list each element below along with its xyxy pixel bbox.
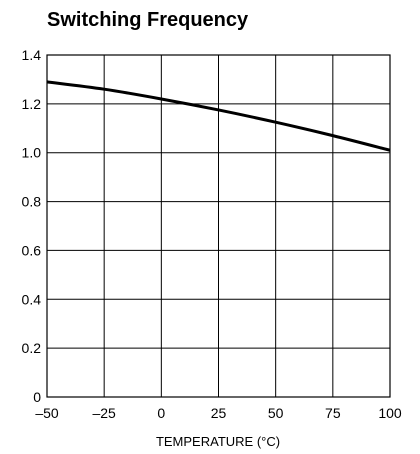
y-tick-label: 0.2 [22,340,42,356]
y-tick-label: 0 [33,389,41,405]
x-tick-label: 25 [211,405,227,421]
y-tick-label: 0.6 [22,242,42,258]
x-tick-label: 75 [325,405,341,421]
series-layer [46,80,391,152]
x-tick-label: –25 [92,405,116,421]
chart-title: Switching Frequency [47,9,249,31]
y-tick-label: 0.8 [22,194,42,210]
grid [46,54,391,398]
series-line-0 [46,80,391,152]
plot-frame [46,54,391,398]
y-tick-label: 0.4 [22,291,42,307]
y-tick-label: 1.4 [22,47,42,63]
y-tick-label: 1.2 [22,96,42,112]
x-tick-label: –50 [35,405,59,421]
y-tick-label: 1.0 [22,145,42,161]
x-axis-label: TEMPERATURE (°C) [156,434,280,449]
x-tick-label: 0 [157,405,165,421]
x-tick-label: 50 [268,405,284,421]
tick-labels: –50 –25 0 25 50 75 100 0 0.2 0.4 0.6 0.8 1.0 1.2 1.4 [22,47,402,421]
x-tick-label: 100 [378,405,402,421]
